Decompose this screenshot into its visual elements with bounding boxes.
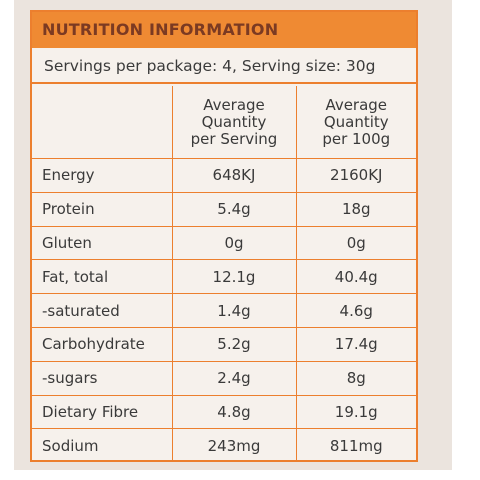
nutrition-panel: NUTRITION INFORMATION Servings per packa… <box>30 10 418 463</box>
per-100g-value: 8g <box>295 360 416 396</box>
header-line: Quantity <box>201 112 267 131</box>
header-per-serving: Average Quantity per Serving <box>171 86 297 159</box>
row-label: Fat, total <box>32 259 173 295</box>
table-row: Sodium 243mg 811mg <box>32 428 416 463</box>
table-row: Energy 648KJ 2160KJ <box>32 158 416 193</box>
header-line: Quantity <box>323 112 389 131</box>
header-line: Average <box>325 95 388 114</box>
per-100g-value: 811mg <box>295 428 416 463</box>
per-100g-value: 17.4g <box>295 326 416 362</box>
header-line: per Serving <box>190 129 278 148</box>
per-serving-value: 5.4g <box>171 191 297 227</box>
table-row: Protein 5.4g 18g <box>32 191 416 227</box>
row-label: -sugars <box>32 360 173 396</box>
nutrition-table: Average Quantity per Serving Average Qua… <box>32 86 416 463</box>
header-empty-cell <box>32 86 173 159</box>
per-serving-value: 1.4g <box>171 293 297 328</box>
per-100g-value: 0g <box>295 225 416 261</box>
per-serving-value: 243mg <box>171 428 297 463</box>
row-label: Protein <box>32 191 173 227</box>
servings-info: Servings per package: 4, Serving size: 3… <box>32 48 416 84</box>
per-100g-value: 19.1g <box>295 394 416 430</box>
row-label: -saturated <box>32 293 173 328</box>
panel-title: NUTRITION INFORMATION <box>32 12 416 48</box>
per-serving-value: 12.1g <box>171 259 297 295</box>
table-row: Fat, total 12.1g 40.4g <box>32 259 416 295</box>
table-header-row: Average Quantity per Serving Average Qua… <box>32 86 416 159</box>
row-label: Sodium <box>32 428 173 463</box>
row-label: Energy <box>32 158 173 193</box>
table-row: Dietary Fibre 4.8g 19.1g <box>32 394 416 430</box>
row-label: Carbohydrate <box>32 326 173 362</box>
per-serving-value: 2.4g <box>171 360 297 396</box>
table-row: Carbohydrate 5.2g 17.4g <box>32 326 416 362</box>
row-label: Gluten <box>32 225 173 261</box>
per-100g-value: 2160KJ <box>295 158 416 193</box>
header-per-100g: Average Quantity per 100g <box>295 86 416 159</box>
table-row: -sugars 2.4g 8g <box>32 360 416 396</box>
per-serving-value: 0g <box>171 225 297 261</box>
per-100g-value: 4.6g <box>295 293 416 328</box>
row-label: Dietary Fibre <box>32 394 173 430</box>
per-100g-value: 40.4g <box>295 259 416 295</box>
table-row: -saturated 1.4g 4.6g <box>32 293 416 328</box>
per-serving-value: 5.2g <box>171 326 297 362</box>
header-line: Average <box>203 95 265 114</box>
header-line: per 100g <box>322 129 391 148</box>
per-serving-value: 4.8g <box>171 394 297 430</box>
table-row: Gluten 0g 0g <box>32 225 416 261</box>
per-100g-value: 18g <box>295 191 416 227</box>
per-serving-value: 648KJ <box>171 158 297 193</box>
